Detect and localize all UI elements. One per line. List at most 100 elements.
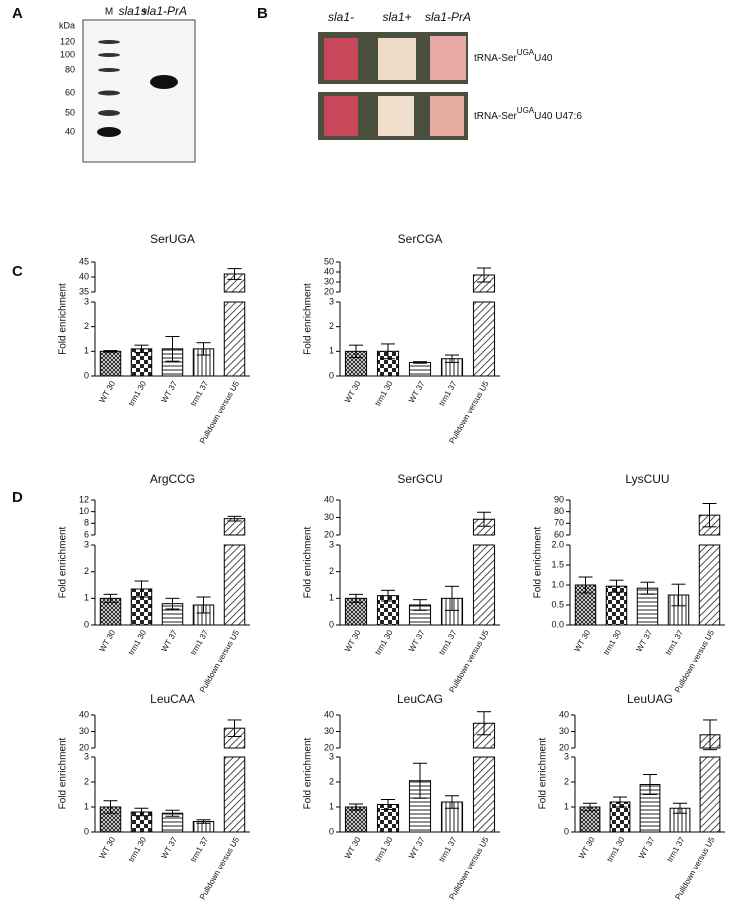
x-tick-label: trm1 37 [189, 379, 211, 407]
x-tick-label: trm1 30 [127, 379, 149, 407]
x-tick-label: trm1 30 [127, 628, 149, 656]
chart-title: LeuCAA [150, 692, 195, 706]
plate-row-label: tRNA-SerUGAU40 U47:6 [474, 106, 582, 122]
y-tick-label: 1 [329, 801, 334, 811]
y-tick-label: 20 [79, 742, 89, 752]
y-tick-label: 1 [329, 346, 334, 356]
marker-label: 100 [60, 49, 75, 59]
y-tick-label: 2 [84, 776, 89, 786]
x-tick-label: WT 37 [407, 379, 427, 404]
y-tick-label: 3 [84, 751, 89, 761]
y-tick-label: 3 [329, 296, 334, 306]
y-tick-label: 8 [84, 518, 89, 528]
x-tick-label: trm1 30 [373, 835, 395, 863]
x-tick-label: WT 37 [407, 835, 427, 860]
y-tick-label: 12 [79, 494, 89, 504]
label-part: tRNA-Ser [474, 111, 517, 122]
y-tick-label: 30 [324, 726, 334, 736]
bar-lower [223, 756, 246, 833]
chart-title: LeuUAG [627, 692, 673, 706]
y-tick-label: 3 [329, 751, 334, 761]
bar [99, 350, 122, 377]
x-tick-label: trm1 30 [127, 835, 149, 863]
y-tick-label: 80 [554, 506, 564, 516]
gel-bands [97, 40, 178, 137]
y-tick-label: 1 [84, 593, 89, 603]
label-sup: UGA [517, 48, 535, 57]
y-tick-label: 1.5 [551, 559, 564, 569]
bar-lower [698, 544, 721, 626]
chart-title: SerCGA [398, 232, 443, 246]
y-tick-label: 3 [84, 296, 89, 306]
bar-lower [699, 756, 721, 833]
x-tick-label: WT 30 [98, 835, 118, 860]
y-tick-label: 50 [324, 256, 334, 266]
y-tick-label: 0 [329, 619, 334, 629]
x-tick-label: trm1 37 [437, 835, 459, 863]
x-tick-label: WT 37 [635, 628, 655, 653]
y-tick-label: 40 [324, 709, 334, 719]
y-tick-label: 1 [84, 346, 89, 356]
marker-label: 50 [65, 107, 75, 117]
y-tick-label: 1 [329, 593, 334, 603]
x-tick-label: trm1 30 [373, 379, 395, 407]
y-tick-label: 2 [329, 321, 334, 331]
y-tick-label: 2 [84, 321, 89, 331]
x-tick-label: trm1 30 [602, 628, 624, 656]
y-tick-label: 1 [84, 801, 89, 811]
bar-lower [223, 544, 246, 626]
y-tick-label: 20 [324, 286, 334, 296]
y-tick-label: 35 [79, 286, 89, 296]
x-tick-label: WT 37 [637, 835, 657, 860]
x-tick-label: WT 30 [98, 379, 118, 404]
y-tick-label: 3 [84, 539, 89, 549]
y-tick-label: 2 [329, 566, 334, 576]
bar-lower [472, 544, 496, 626]
y-axis-label: Fold enrichment [58, 526, 69, 598]
y-tick-label: 45 [79, 256, 89, 266]
y-tick-label: 1 [564, 801, 569, 811]
bar-lower [472, 756, 496, 833]
lane-label: sla1+ [118, 4, 147, 18]
chart-title: LeuCAG [397, 692, 443, 706]
bar [408, 361, 432, 377]
y-axis-label: Fold enrichment [303, 526, 314, 598]
y-tick-label: 40 [79, 709, 89, 719]
y-tick-label: 20 [324, 529, 334, 539]
plate-column: sla1+ [382, 10, 411, 24]
y-tick-label: 0 [84, 826, 89, 836]
y-tick-label: 0.0 [551, 619, 564, 629]
x-tick-label: trm1 37 [665, 835, 687, 863]
y-tick-label: 3 [329, 539, 334, 549]
panel-letter: B [257, 5, 268, 22]
lane-label: M [105, 7, 113, 18]
x-tick-label: WT 30 [343, 835, 363, 860]
bar-lower [223, 301, 246, 377]
y-tick-label: 30 [324, 512, 334, 522]
plate-row-label: tRNA-SerUGAU40 [474, 48, 553, 64]
chart-title: SerGCU [397, 472, 442, 486]
x-tick-label: trm1 30 [373, 628, 395, 656]
y-axis-label: Fold enrichment [58, 283, 69, 355]
plate-patches [324, 36, 466, 136]
x-tick-label: WT 37 [160, 835, 180, 860]
y-axis-label: Fold enrichment [58, 737, 69, 809]
x-tick-label: WT 30 [343, 628, 363, 653]
label-part: tRNA-Ser [474, 53, 517, 64]
y-tick-label: 0 [329, 826, 334, 836]
x-tick-label: WT 30 [573, 628, 593, 653]
label-part: U40 U47:6 [534, 111, 582, 122]
marker-label: 80 [65, 64, 75, 74]
x-tick-label: WT 30 [343, 379, 363, 404]
x-tick-label: trm1 37 [437, 628, 459, 656]
x-tick-label: WT 30 [577, 835, 597, 860]
y-tick-label: 70 [554, 518, 564, 528]
x-tick-label: trm1 37 [437, 379, 459, 407]
y-tick-label: 0 [564, 826, 569, 836]
y-tick-label: 10 [79, 506, 89, 516]
y-tick-label: 40 [559, 709, 569, 719]
panel-letter: D [12, 489, 23, 506]
y-tick-label: 6 [84, 529, 89, 539]
y-tick-label: 3 [564, 751, 569, 761]
y-tick-label: 90 [554, 494, 564, 504]
